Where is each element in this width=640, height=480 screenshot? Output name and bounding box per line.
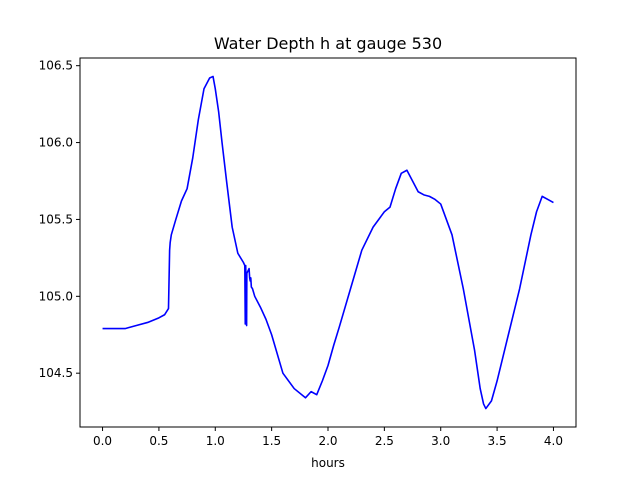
y-tick-label: 104.5 (39, 366, 73, 380)
y-tick-label: 106.5 (39, 59, 73, 73)
chart-title: Water Depth h at gauge 530 (214, 34, 442, 53)
x-tick-label: 3.0 (431, 434, 450, 448)
x-axis: 0.0 0.5 1.0 1.5 2.0 2.5 3.0 3.5 4.0 (93, 427, 563, 448)
y-axis: 104.5 105.0 105.5 106.0 106.5 (39, 59, 80, 380)
x-tick-label: 1.0 (206, 434, 225, 448)
x-tick-label: 1.5 (262, 434, 281, 448)
series-line (102, 75, 554, 410)
y-tick-label: 105.5 (39, 212, 73, 226)
x-tick-label: 2.5 (375, 434, 394, 448)
x-axis-label: hours (311, 456, 345, 470)
y-tick-label: 106.0 (39, 136, 73, 150)
x-tick-label: 4.0 (544, 434, 563, 448)
x-tick-label: 3.5 (488, 434, 507, 448)
x-tick-label: 0.0 (93, 434, 112, 448)
plot-frame (79, 57, 577, 428)
x-tick-label: 2.0 (318, 434, 337, 448)
x-tick-label: 0.5 (149, 434, 168, 448)
y-tick-label: 105.0 (39, 289, 73, 303)
